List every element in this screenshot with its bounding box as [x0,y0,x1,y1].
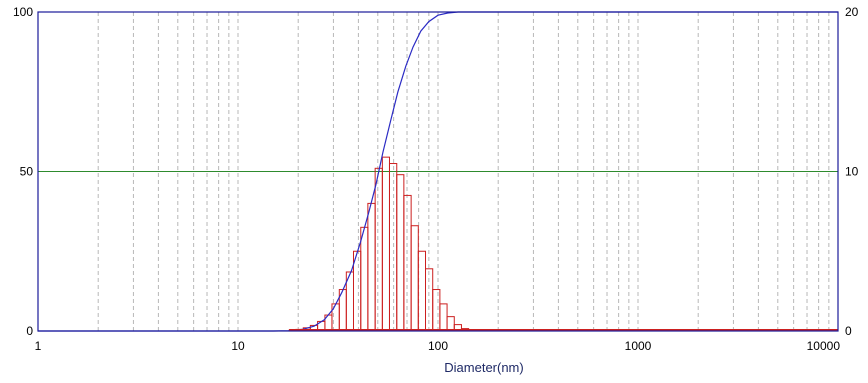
x-tick-label: 1000 [625,339,652,353]
cumulative-line [38,11,838,332]
histogram-bars [288,156,470,332]
y-left-tick-label: 0 [26,324,33,338]
y-right-tick-label: 20 [845,5,859,19]
plot-frame [37,11,839,332]
x-tick-labels: 1 10 100 1000 10000 [35,339,841,353]
x-tick-label: 10 [231,339,245,353]
x-axis-label: Diameter(nm) [444,360,523,375]
y-left-tick-labels: 0 50 100 [13,5,33,338]
y-right-tick-label: 10 [845,165,859,179]
y-right-tick-labels: 0 10 20 [845,5,859,338]
y-left-tick-label: 100 [13,5,33,19]
x-tick-label: 1 [35,339,42,353]
y-left-tick-label: 50 [20,165,34,179]
y-right-tick-label: 0 [845,324,852,338]
x-tick-label: 10000 [807,339,841,353]
x-tick-label: 100 [428,339,448,353]
